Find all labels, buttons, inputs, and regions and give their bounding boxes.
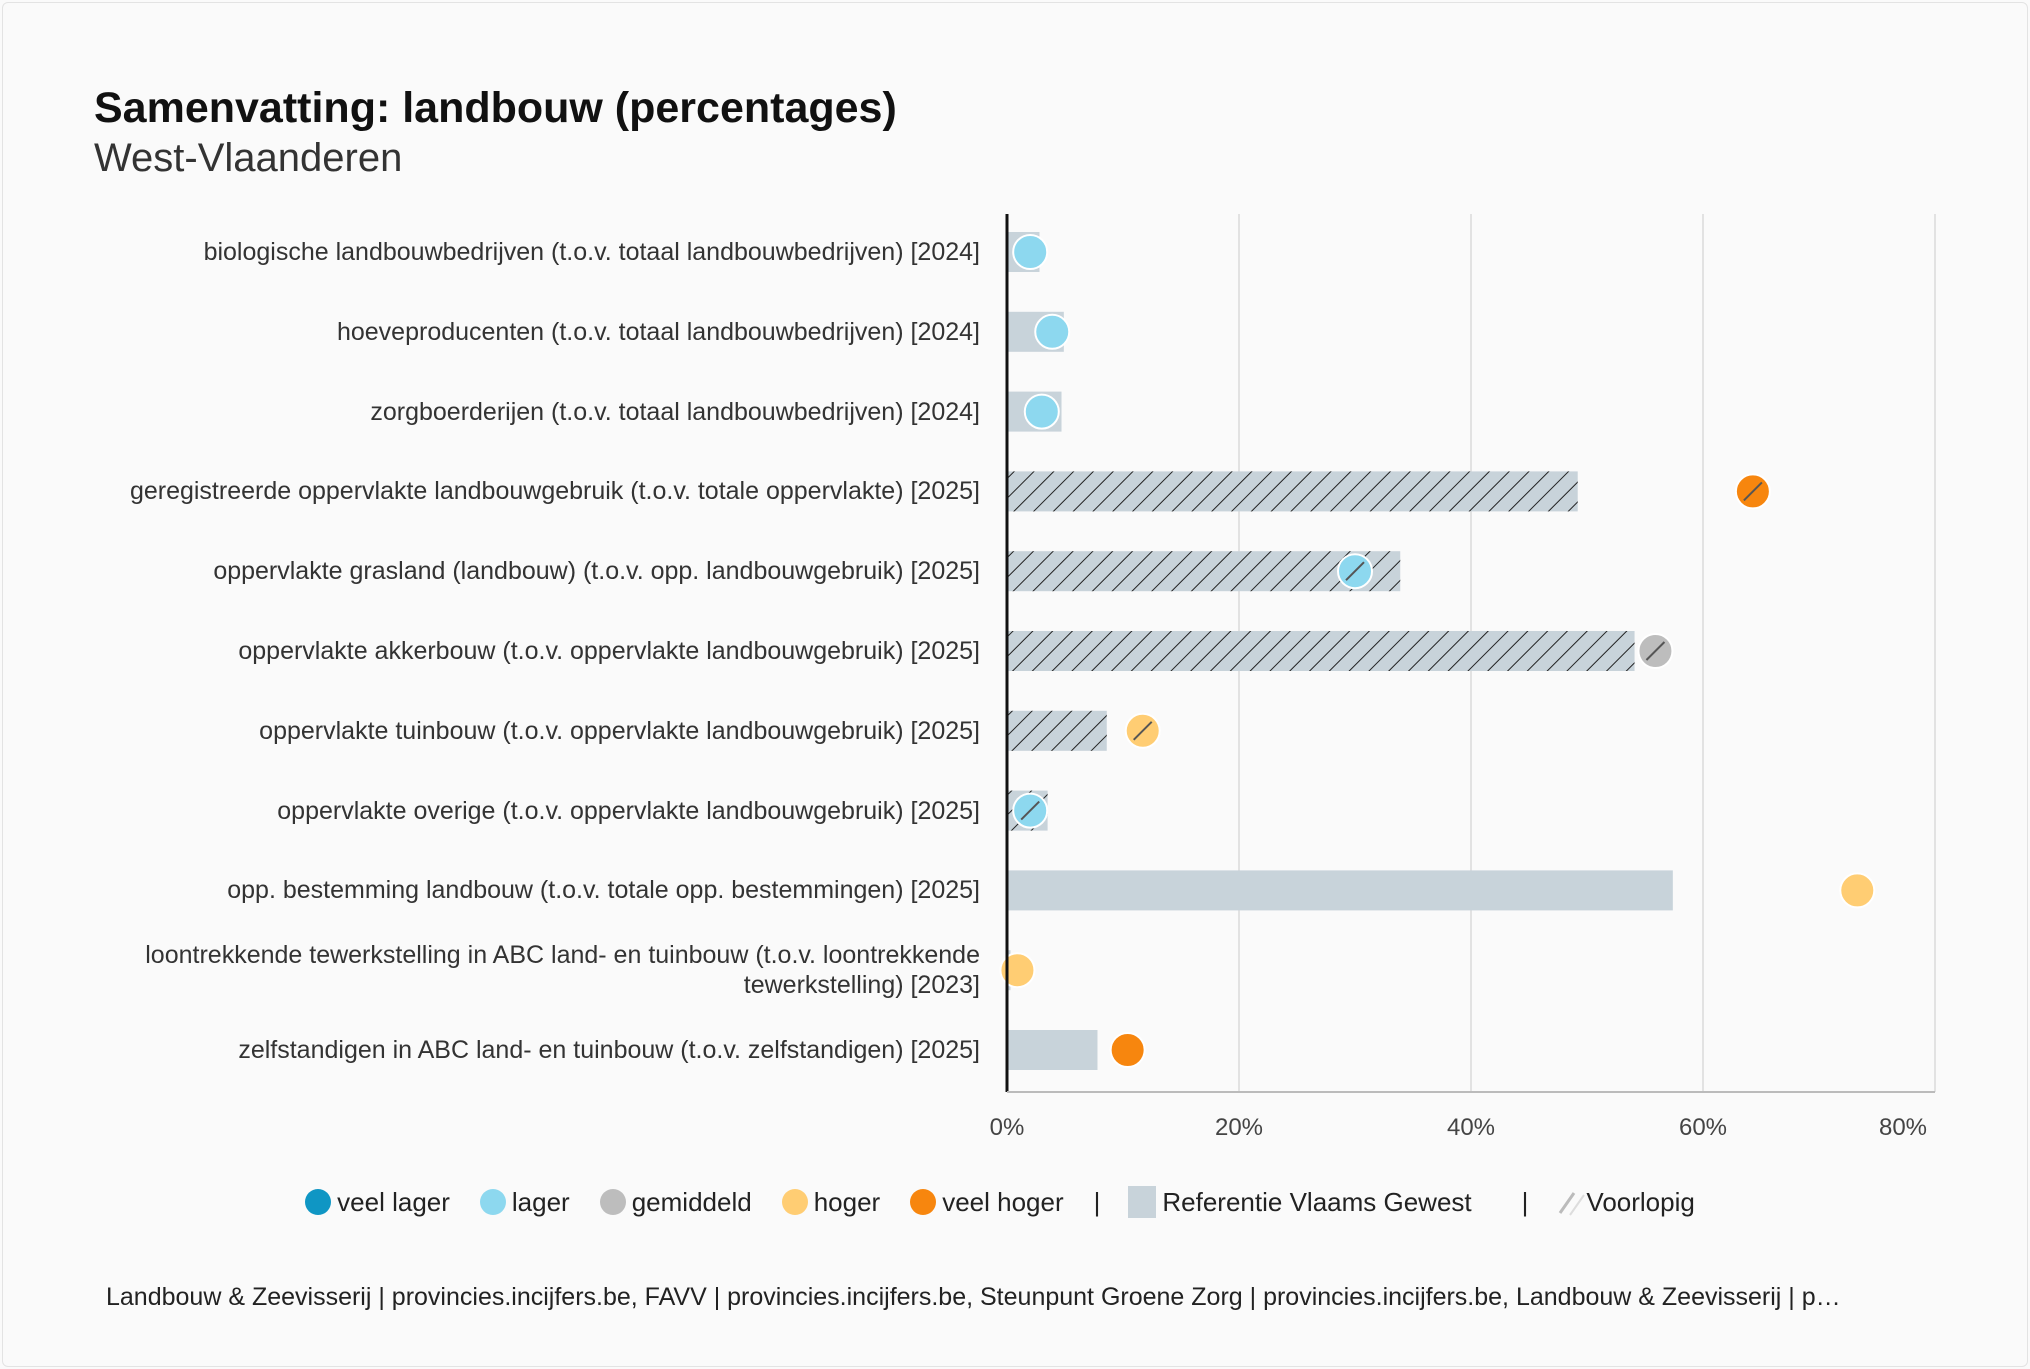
value-dot (1839, 872, 1876, 909)
legend-label: veel lager (337, 1186, 450, 1217)
value-dot (1034, 313, 1071, 350)
value-dot (999, 952, 1036, 989)
provisional-hatch (1007, 471, 1578, 512)
category-label: zorgboerderijen (t.o.v. totaal landbouwb… (370, 397, 980, 426)
provisional-hatch (1007, 710, 1107, 751)
legend-item: hoger (781, 1186, 881, 1218)
provisional-hatch (1007, 551, 1401, 592)
legend-label: hoger (813, 1186, 881, 1217)
legend-dot-icon (599, 1189, 626, 1215)
reference-bar (1007, 1030, 1098, 1070)
x-tick-label: 0% (990, 1114, 1025, 1141)
provisional-hatch (1007, 631, 1635, 671)
x-tick-label: 20% (1215, 1114, 1263, 1141)
chart-subtitle: West-Vlaanderen (94, 136, 403, 180)
x-tick-label: 80% (1879, 1114, 1927, 1141)
category-label: oppervlakte tuinbouw (t.o.v. oppervlakte… (259, 716, 980, 745)
legend-separator: | (1093, 1186, 1101, 1217)
value-dot (1023, 393, 1060, 430)
category-label: biologische landbouwbedrijven (t.o.v. to… (203, 238, 980, 266)
category-label: opp. bestemming landbouw (t.o.v. totale … (227, 876, 980, 905)
legend-separator: | (1521, 1186, 1529, 1217)
provisional-mark (1020, 800, 1040, 821)
legend-item: veel hoger (910, 1186, 1064, 1218)
legend-item: gemiddeld (599, 1186, 752, 1218)
legend-dot-icon (305, 1189, 332, 1215)
source-footer: Landbouw & Zeevisserij | provincies.inci… (106, 1283, 1841, 1311)
legend-dot-icon (910, 1189, 937, 1215)
value-dot (1012, 234, 1049, 270)
legend-label: Referentie Vlaams Gewest (1162, 1186, 1472, 1217)
x-tick-label: 40% (1447, 1114, 1495, 1141)
legend-item: veel lager (305, 1187, 450, 1218)
category-label: hoeveproducenten (t.o.v. totaal landbouw… (336, 317, 980, 346)
hatch-icon (1559, 1192, 1586, 1216)
category-label: loontrekkende tewerkstelling in ABC land… (145, 941, 980, 1000)
legend-square-icon (1128, 1186, 1157, 1218)
value-dot (1109, 1032, 1146, 1068)
legend-label: Voorlopig (1586, 1186, 1695, 1217)
category-label: oppervlakte akkerbouw (t.o.v. oppervlakt… (238, 637, 980, 665)
legend-label: lager (511, 1186, 570, 1217)
category-label: geregistreerde oppervlakte landbouwgebru… (129, 477, 980, 506)
provisional-mark (1645, 641, 1666, 661)
provisional-mark (1743, 481, 1763, 502)
legend-dot-icon (479, 1189, 506, 1215)
provisional-mark (1345, 561, 1365, 581)
legend-label: veel hoger (942, 1186, 1064, 1217)
chart-title: Samenvatting: landbouw (percentages) (94, 84, 897, 132)
legend: veel lager lager gemiddeld hoger veel hoger |… (0, 1186, 2030, 1218)
legend-label: gemiddeld (631, 1186, 752, 1217)
legend-item-reference: Referentie Vlaams Gewest (1128, 1186, 1472, 1218)
x-tick-label: 60% (1679, 1114, 1727, 1141)
provisional-mark (1133, 721, 1153, 741)
legend-item: lager (479, 1186, 570, 1218)
reference-bar (1007, 870, 1673, 911)
legend-item-provisional: Voorlopig (1556, 1186, 1695, 1218)
legend-dot-icon (781, 1189, 808, 1215)
category-label: oppervlakte overige (t.o.v. oppervlakte … (277, 796, 980, 825)
category-label: oppervlakte grasland (landbouw) (t.o.v. … (213, 557, 980, 586)
category-label: zelfstandigen in ABC land- en tuinbouw (… (238, 1036, 980, 1064)
